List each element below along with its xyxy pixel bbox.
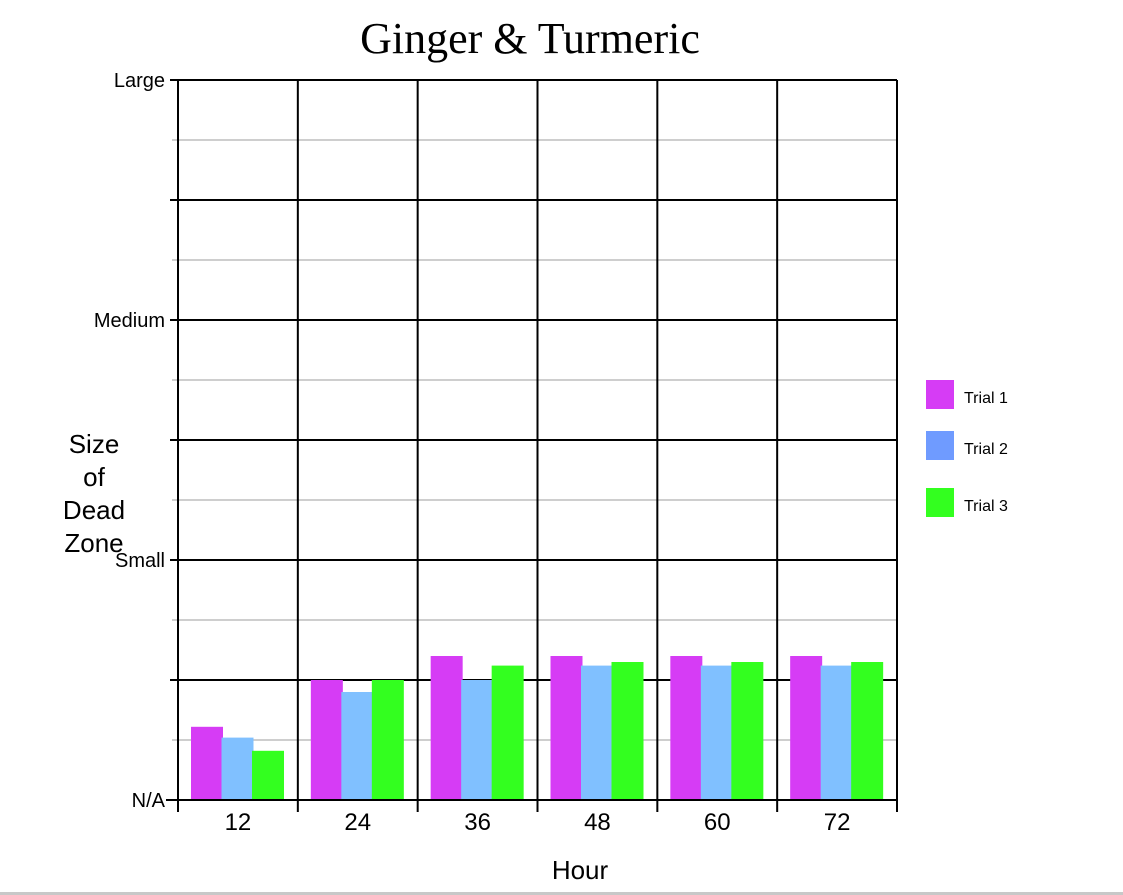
y-axis-label-line: Size — [69, 429, 120, 459]
y-tick-label: N/A — [132, 790, 166, 812]
bar — [670, 656, 703, 800]
legend-swatch — [926, 431, 954, 460]
major-gridlines — [170, 79, 898, 812]
y-axis-label-line: Dead — [63, 495, 125, 525]
bar — [191, 726, 223, 800]
x-tick-label: 12 — [225, 809, 252, 836]
y-tick-label: Small — [115, 550, 165, 572]
legend-label: Trial 3 — [964, 498, 1008, 515]
bar — [310, 680, 343, 800]
window-bottom-border — [0, 892, 1123, 895]
y-tick-label: Large — [114, 70, 165, 92]
bar — [550, 656, 583, 800]
bar — [341, 692, 374, 800]
bar — [820, 665, 853, 800]
chart-title: Ginger & Turmeric — [360, 14, 700, 63]
bar — [731, 662, 764, 800]
x-tick-label: 60 — [704, 809, 731, 836]
bar — [252, 750, 284, 800]
legend-label: Trial 2 — [964, 441, 1008, 458]
bar — [700, 665, 733, 800]
bar — [611, 662, 644, 800]
bar — [461, 680, 494, 800]
bar — [581, 665, 613, 800]
y-axis-label-line: Zone — [64, 528, 123, 558]
y-axis-label-line: of — [83, 462, 105, 492]
y-tick-label: Medium — [94, 310, 165, 332]
legend-label: Trial 1 — [964, 390, 1008, 407]
bars — [191, 656, 884, 800]
legend: Trial 1 Trial 2 Trial 3 — [926, 380, 1008, 517]
bar — [851, 662, 884, 800]
x-axis-label: Hour — [552, 855, 609, 885]
x-tick-labels: 12 24 36 48 60 72 — [225, 809, 851, 836]
legend-swatch — [926, 488, 954, 517]
bar — [430, 656, 463, 800]
x-tick-label: 36 — [464, 809, 491, 836]
y-tick-labels: N/A Small Medium Large — [94, 70, 166, 812]
y-axis-label: Size of Dead Zone — [63, 429, 125, 558]
x-tick-label: 48 — [584, 809, 611, 836]
x-tick-label: 24 — [344, 809, 371, 836]
bar — [491, 665, 524, 800]
axes — [166, 80, 897, 812]
bar — [790, 656, 823, 800]
x-tick-label: 72 — [824, 809, 851, 836]
bar — [371, 680, 404, 800]
bar — [221, 737, 254, 800]
legend-swatch — [926, 380, 954, 409]
